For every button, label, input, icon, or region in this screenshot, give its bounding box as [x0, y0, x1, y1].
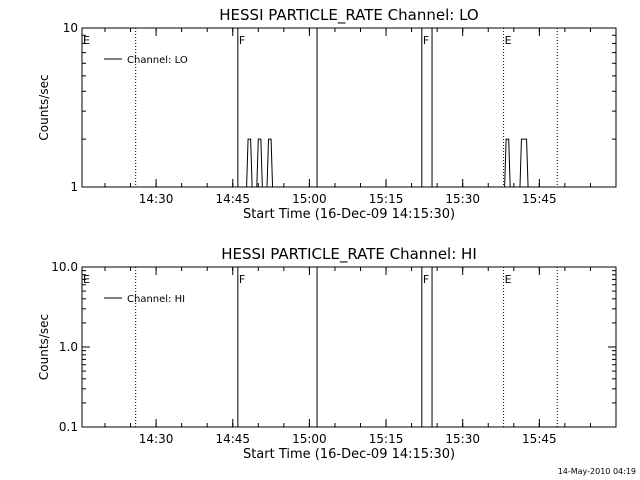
event-marker-label: F — [423, 273, 429, 286]
y-tick-label: 0.1 — [59, 420, 78, 434]
y-tick-label: 1.0 — [59, 340, 78, 354]
data-spike — [504, 138, 511, 188]
data-spike — [266, 138, 274, 188]
x-tick-label: 14:30 — [139, 432, 174, 446]
event-marker-label: E — [505, 34, 512, 47]
footer-timestamp: 14-May-2010 04:19 — [558, 467, 636, 476]
y-axis-label: Counts/sec — [37, 74, 51, 140]
chart-title: HESSI PARTICLE_RATE Channel: LO — [219, 6, 478, 25]
plot-channel-hi: HESSI PARTICLE_RATE Channel: HI 0.1 1.0 10.… — [37, 245, 617, 462]
x-tick-label: 15:45 — [522, 432, 557, 446]
event-marker-label: E — [505, 273, 512, 286]
chart-title: HESSI PARTICLE_RATE Channel: HI — [221, 245, 477, 264]
event-marker-label: E — [83, 34, 90, 47]
y-tick-label: 1 — [70, 180, 78, 194]
data-spike — [246, 138, 253, 188]
x-tick-label: 14:30 — [139, 192, 174, 206]
legend-label: Channel: HI — [127, 294, 185, 305]
x-tick-label: 15:15 — [369, 432, 404, 446]
y-tick-label: 10 — [63, 21, 78, 35]
x-axis-label: Start Time (16-Dec-09 14:15:30) — [243, 447, 455, 462]
data-spike — [256, 138, 263, 188]
x-tick-label: 15:30 — [445, 192, 480, 206]
event-marker-label: F — [239, 34, 245, 47]
x-tick-label: 15:45 — [522, 192, 557, 206]
x-tick-label: 15:30 — [445, 432, 480, 446]
data-spike — [519, 138, 529, 188]
event-marker-label: E — [83, 273, 90, 286]
y-tick-label: 10.0 — [51, 260, 78, 274]
x-tick-label: 14:45 — [215, 192, 250, 206]
x-tick-label: 15:00 — [292, 432, 327, 446]
legend-label: Channel: LO — [127, 55, 188, 66]
x-tick-label: 15:15 — [369, 192, 404, 206]
y-axis-label: Counts/sec — [37, 314, 51, 380]
plot-channel-lo: HESSI PARTICLE_RATE Channel: LO 1 10 Counts… — [37, 6, 617, 222]
plot-frame — [81, 27, 617, 188]
event-marker-label: F — [423, 34, 429, 47]
x-tick-label: 14:45 — [215, 432, 250, 446]
x-axis-label: Start Time (16-Dec-09 14:15:30) — [243, 207, 455, 222]
x-tick-label: 15:00 — [292, 192, 327, 206]
event-marker-label: F — [239, 273, 245, 286]
plot-frame — [81, 266, 617, 428]
